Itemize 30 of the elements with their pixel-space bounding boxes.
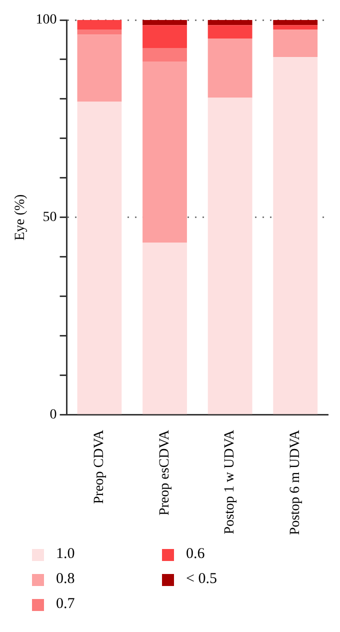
bar — [273, 57, 318, 414]
bar — [273, 25, 318, 30]
bar — [273, 20, 318, 26]
y-tick-label: 0 — [50, 408, 57, 423]
x-tick-label: Preop CDVA — [92, 428, 108, 504]
bar — [208, 98, 252, 414]
y-axis-title: Eye (%) — [13, 194, 28, 241]
x-tick-label: Preop esCDVA — [157, 428, 172, 516]
legend-label: 0.8 — [56, 571, 75, 588]
bar — [208, 38, 252, 98]
bar — [77, 34, 122, 102]
legend-label: 1.0 — [56, 546, 75, 563]
bar — [77, 20, 122, 30]
bar — [273, 29, 318, 58]
bar — [77, 29, 122, 35]
legend-label: 0.7 — [56, 596, 75, 613]
x-tick-label: Postop 6 m UDVA — [288, 428, 304, 536]
bar — [142, 242, 187, 414]
legend-label: 0.6 — [186, 546, 205, 563]
bar — [208, 20, 252, 26]
bar — [142, 20, 187, 26]
bar — [142, 48, 187, 62]
bar — [77, 102, 122, 414]
y-tick-label: 50 — [42, 210, 57, 226]
bar — [142, 25, 187, 48]
x-tick-label: Postop 1 w UDVA — [222, 428, 238, 534]
legend-label: < 0.5 — [186, 571, 217, 588]
bar — [208, 25, 252, 39]
bar — [142, 61, 187, 243]
y-tick-label: 100 — [36, 12, 57, 28]
